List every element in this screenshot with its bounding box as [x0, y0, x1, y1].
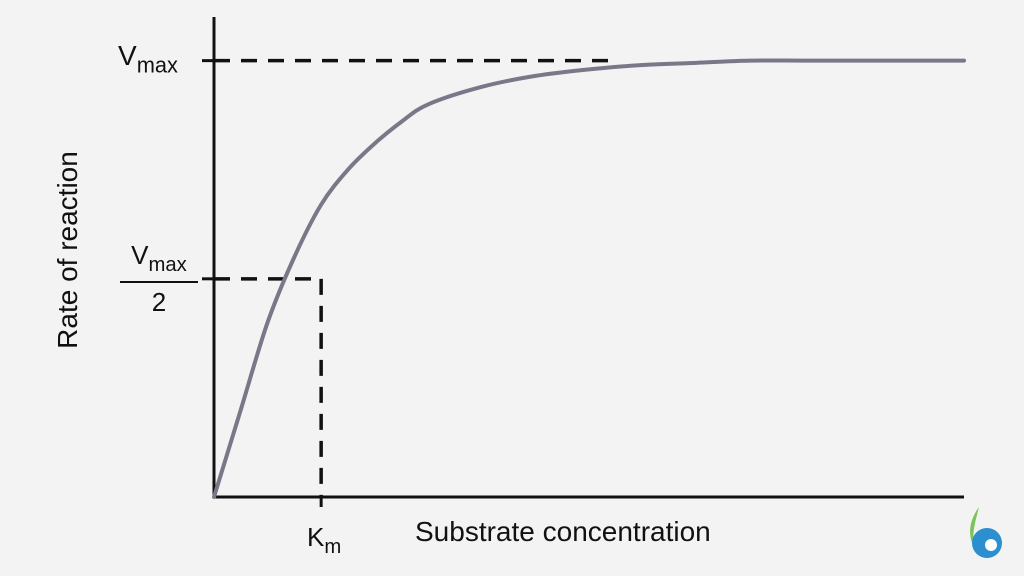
half-vmax-tick-label: Vmax 2	[120, 240, 198, 318]
km-main: K	[307, 522, 325, 552]
half-vmax-denominator: 2	[151, 287, 167, 318]
y-axis-label: Rate of reaction	[52, 151, 83, 349]
km-sub: m	[324, 536, 342, 559]
logo-leaf-shape	[970, 507, 979, 549]
half-vmax-sub: max	[148, 254, 187, 277]
logo-drop-inner	[985, 539, 997, 551]
leaf-drop-logo-icon	[970, 507, 1002, 558]
vmax-tick-label: Vmax	[118, 40, 178, 79]
km-tick-label: Km	[307, 522, 341, 559]
half-vmax-main: V	[131, 240, 149, 270]
x-axis-label: Substrate concentration	[415, 516, 711, 547]
reaction-rate-curve	[212, 58, 966, 499]
vmax-sub: max	[136, 52, 178, 78]
half-vmax-numerator: Vmax	[120, 240, 198, 284]
vmax-main: V	[118, 40, 137, 71]
